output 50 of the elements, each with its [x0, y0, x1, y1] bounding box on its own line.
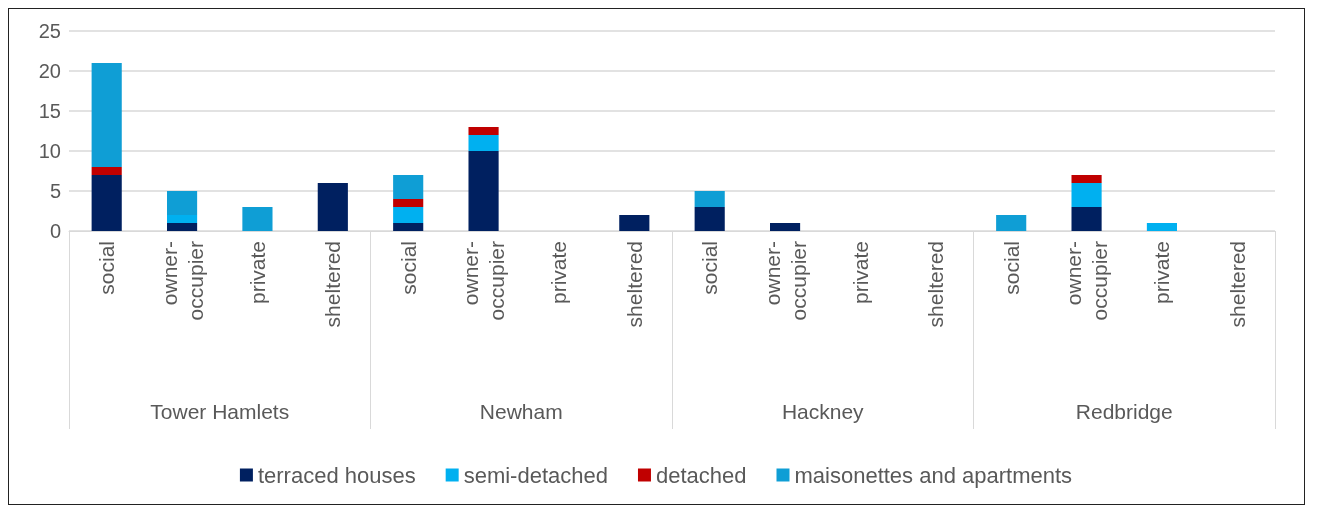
x-tick-label: sheltered [622, 241, 646, 328]
x-tick-label: private [245, 241, 269, 305]
x-tick-label: private [1150, 241, 1174, 305]
x-tick-label: social [999, 241, 1023, 295]
bar [1071, 183, 1102, 207]
bar [769, 223, 801, 231]
x-tick-label: sheltered [321, 241, 345, 328]
bar [317, 183, 348, 231]
bar [468, 127, 499, 135]
bar [166, 223, 198, 231]
bar [1071, 175, 1102, 183]
legend-label: terraced houses [257, 462, 416, 488]
x-tick-label: private [848, 241, 872, 305]
legend-label: maisonettes and apartments [794, 462, 1073, 488]
text: Tower Hamlets [150, 400, 290, 423]
bar [393, 175, 424, 199]
text: Redbridge [1075, 400, 1173, 423]
x-tick-label: sheltered [924, 241, 948, 328]
bar [242, 207, 273, 231]
y-tick-label: 0 [49, 220, 61, 242]
bar [393, 223, 424, 231]
bar [91, 167, 122, 175]
x-tick-label: private [547, 241, 571, 305]
bar [694, 191, 725, 207]
bar [996, 215, 1027, 231]
bar [619, 215, 650, 231]
text: Newham [479, 400, 563, 423]
x-tick-label: social [698, 241, 722, 295]
x-tick-label: social [95, 241, 119, 295]
y-tick-label: 15 [38, 100, 61, 122]
bar [1071, 207, 1102, 231]
y-tick-label: 5 [49, 180, 61, 202]
bar [91, 63, 122, 167]
legend-label: semi-detached [463, 462, 608, 488]
bar [91, 175, 122, 231]
bar [694, 207, 725, 231]
bar [468, 151, 499, 231]
bar [468, 135, 499, 151]
bar [166, 215, 198, 223]
bar [1146, 223, 1178, 231]
bar [393, 199, 424, 207]
y-tick-label: 25 [38, 20, 61, 42]
bar [393, 207, 424, 223]
x-tick-label: social [396, 241, 420, 295]
legend-label: detached [655, 462, 747, 488]
bar [166, 191, 198, 215]
y-tick-label: 20 [38, 60, 61, 82]
x-tick-label: sheltered [1225, 241, 1249, 328]
y-tick-label: 10 [38, 140, 61, 162]
text: Hackney [781, 400, 865, 423]
